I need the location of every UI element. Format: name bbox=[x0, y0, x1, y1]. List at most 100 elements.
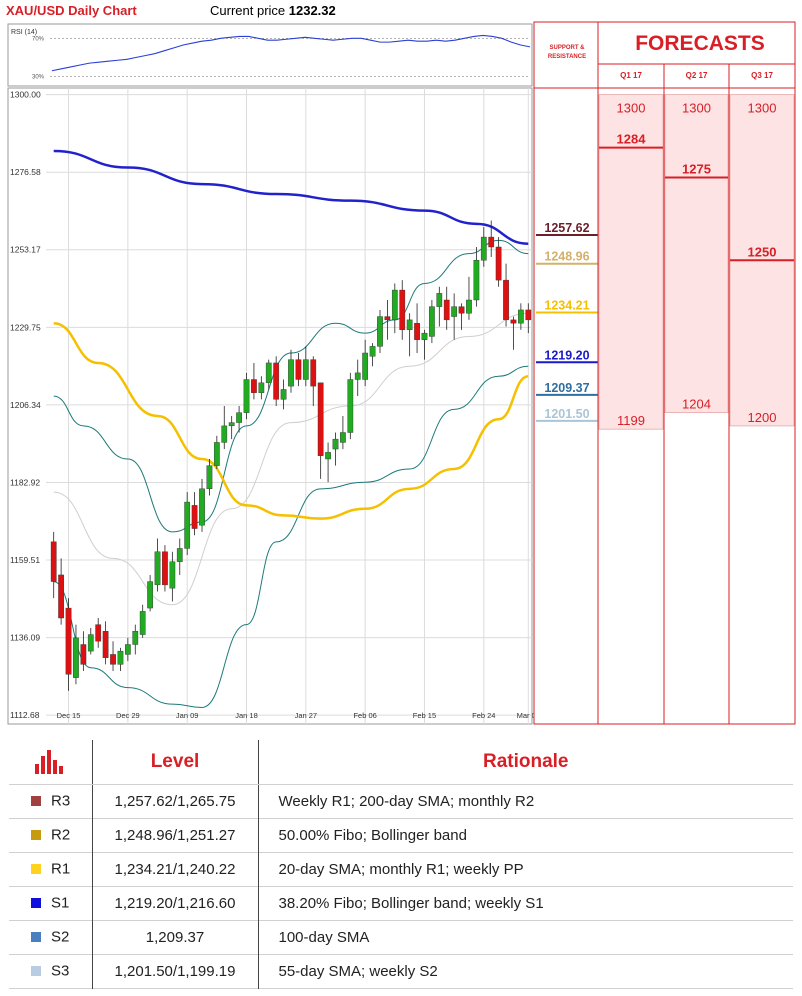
candle-down-body bbox=[95, 624, 102, 642]
sma20-line bbox=[53, 312, 529, 606]
candle bbox=[184, 492, 191, 556]
candle bbox=[458, 303, 465, 330]
level-rationale: 55-day SMA; weekly S2 bbox=[278, 962, 438, 980]
sma200-line bbox=[53, 149, 529, 245]
candle-down-body bbox=[58, 574, 64, 619]
candle bbox=[443, 286, 450, 330]
x-tick-label: Dec 15 bbox=[57, 711, 81, 720]
y-tick-label: 1229.75 bbox=[10, 322, 41, 332]
x-tick-label: Feb 06 bbox=[353, 711, 376, 720]
candle-up-body bbox=[73, 637, 79, 678]
candle-up-body bbox=[243, 379, 250, 413]
level-rationale: Weekly R1; 200-day SMA; monthly R2 bbox=[278, 792, 535, 810]
candle bbox=[377, 309, 383, 353]
sr-level-label: 1234.21 bbox=[544, 299, 589, 313]
candle bbox=[480, 227, 487, 267]
candle bbox=[124, 637, 131, 662]
level-name: S1 bbox=[51, 894, 70, 912]
level-name: R3 bbox=[51, 792, 71, 810]
sr-level-label: 1248.96 bbox=[544, 250, 589, 264]
level-name-cell: S1 bbox=[9, 886, 93, 920]
candle-up-body bbox=[362, 352, 369, 380]
candle-down-body bbox=[65, 607, 72, 675]
rsi-indicator: RSI (14)70% 30% bbox=[11, 29, 531, 80]
current-price: Current price 1232.32 bbox=[210, 3, 336, 18]
candle-up-body bbox=[288, 359, 294, 387]
forecast-quarter-label: Q2 17 bbox=[686, 71, 708, 80]
candle-up-body bbox=[199, 488, 205, 526]
candle-up-body bbox=[206, 465, 213, 490]
level-swatch bbox=[31, 864, 41, 875]
candle-down-body bbox=[110, 654, 116, 665]
level-value: 1,248.96/1,251.27 bbox=[92, 818, 259, 852]
candle-down-body bbox=[384, 316, 391, 321]
candle bbox=[362, 339, 369, 387]
level-rationale: 50.00% Fibo; Bollinger band bbox=[278, 826, 467, 844]
candle bbox=[110, 641, 116, 671]
level-name-cell: R1 bbox=[9, 852, 93, 886]
candle-down-body bbox=[102, 631, 109, 658]
sr-level-label: 1257.62 bbox=[544, 221, 589, 235]
candle bbox=[154, 538, 161, 592]
candle-up-body bbox=[347, 379, 354, 433]
level-name-cell: R2 bbox=[9, 818, 93, 852]
candle-up-body bbox=[117, 650, 124, 665]
candle-up-body bbox=[421, 332, 428, 340]
candle bbox=[199, 478, 205, 532]
candle-down-body bbox=[414, 322, 420, 340]
sr-title: SUPPORT & RESISTANCE bbox=[547, 45, 587, 60]
level-swatch bbox=[31, 796, 41, 807]
y-tick-label: 1112.68 bbox=[10, 710, 40, 720]
candle-up-body bbox=[377, 316, 383, 347]
candle-up-body bbox=[184, 501, 191, 549]
candle-up-body bbox=[391, 289, 398, 321]
y-tick-label: 1182.92 bbox=[10, 477, 40, 487]
candle bbox=[280, 379, 287, 410]
candle bbox=[399, 280, 406, 340]
candle bbox=[317, 382, 324, 479]
candle bbox=[265, 359, 272, 390]
price-panel bbox=[7, 87, 533, 725]
candle bbox=[117, 647, 124, 671]
candle-up-body bbox=[213, 442, 220, 466]
candle bbox=[273, 356, 280, 406]
candle-down-body bbox=[488, 236, 495, 248]
candle-up-body bbox=[354, 372, 361, 380]
current-price-value: 1232.32 bbox=[288, 3, 336, 18]
candle bbox=[243, 372, 250, 420]
level-value: 1,209.37 bbox=[92, 920, 259, 954]
candle-down-body bbox=[399, 289, 406, 331]
candle-up-body bbox=[154, 551, 161, 586]
candle bbox=[206, 459, 213, 496]
rsi-level-label: 70% bbox=[32, 36, 45, 42]
forecast-quarter-label: Q1 17 bbox=[620, 71, 642, 80]
bollinger-lower-line bbox=[53, 365, 529, 708]
forecast-quarter-label: Q3 17 bbox=[751, 71, 773, 80]
candle bbox=[414, 303, 420, 353]
candle-up-body bbox=[480, 236, 487, 261]
forecast-high: 1300 bbox=[617, 101, 646, 116]
candle bbox=[295, 353, 302, 387]
candle bbox=[162, 545, 168, 592]
candle-down-body bbox=[50, 541, 57, 582]
candle bbox=[429, 300, 435, 344]
level-value: 1,257.62/1,265.75 bbox=[92, 784, 259, 818]
rsi-level-label: 30% bbox=[32, 74, 45, 80]
candle bbox=[473, 247, 480, 307]
x-tick-label: Jan 18 bbox=[235, 711, 258, 720]
table-row: R2 1,248.96/1,251.27 50.00% Fibo; Bollinge… bbox=[9, 818, 793, 852]
level-value: 1,201.50/1,199.19 bbox=[92, 954, 259, 988]
candle-down-body bbox=[443, 299, 450, 321]
candle bbox=[302, 346, 309, 387]
x-tick-label: Feb 15 bbox=[413, 711, 436, 720]
forecast-low: 1199 bbox=[617, 413, 645, 428]
candle bbox=[50, 531, 57, 599]
candle bbox=[87, 627, 94, 655]
bar-chart-icon bbox=[35, 749, 64, 774]
candle bbox=[421, 329, 428, 360]
forecast-mid: 1284 bbox=[617, 132, 647, 147]
support-resistance-levels: 1257.62 1248.96 1234.21 1219.20 1209.37 1201.… bbox=[536, 221, 598, 422]
table-row: S3 1,201.50/1,199.19 55-day SMA; weekly S2 bbox=[9, 954, 793, 988]
candle bbox=[369, 343, 376, 367]
candle-down-body bbox=[191, 505, 198, 529]
